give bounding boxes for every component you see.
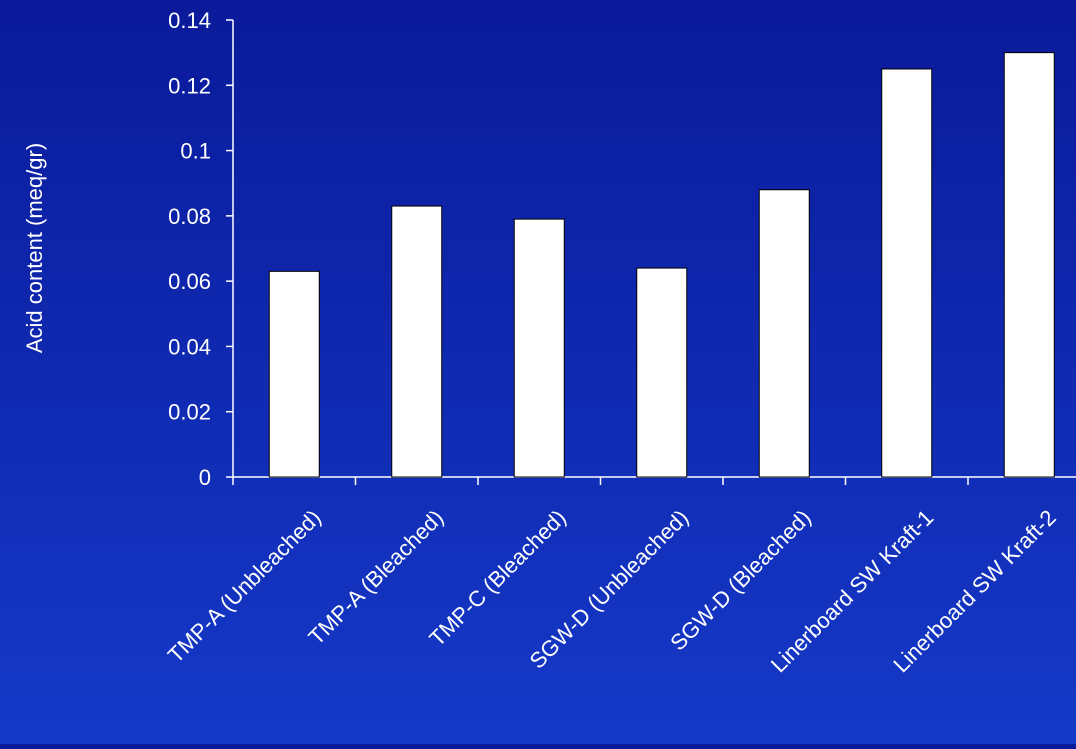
y-tick-label: 0.08 [168, 204, 211, 229]
bar [758, 189, 810, 478]
x-tick-label: TMP-A (Unbleached) [163, 505, 326, 668]
y-tick-label: 0.02 [168, 400, 211, 425]
y-tick-label: 0 [199, 465, 211, 490]
y-axis: 0 0.02 0.04 0.06 0.08 0.1 0.12 0.14 [168, 8, 234, 490]
bars [268, 52, 1055, 478]
bar [513, 218, 565, 478]
bar [391, 205, 443, 478]
y-tick-label: 0.14 [168, 8, 211, 33]
y-tick-label: 0.04 [168, 334, 211, 359]
x-axis: TMP-A (Unbleached)TMP-A (Bleached)TMP-C … [163, 476, 1076, 677]
bar [636, 267, 688, 478]
bar [1003, 52, 1055, 478]
y-tick-label: 0.1 [180, 139, 211, 164]
y-axis-label: Acid content (meq/gr) [22, 143, 47, 353]
y-tick-label: 0.06 [168, 269, 211, 294]
bar [268, 270, 320, 478]
y-tick-label: 0.12 [168, 73, 211, 98]
bar [881, 68, 933, 478]
x-tick-label: TMP-A (Bleached) [304, 505, 449, 650]
x-tick-label: TMP-C (Bleached) [424, 505, 570, 651]
